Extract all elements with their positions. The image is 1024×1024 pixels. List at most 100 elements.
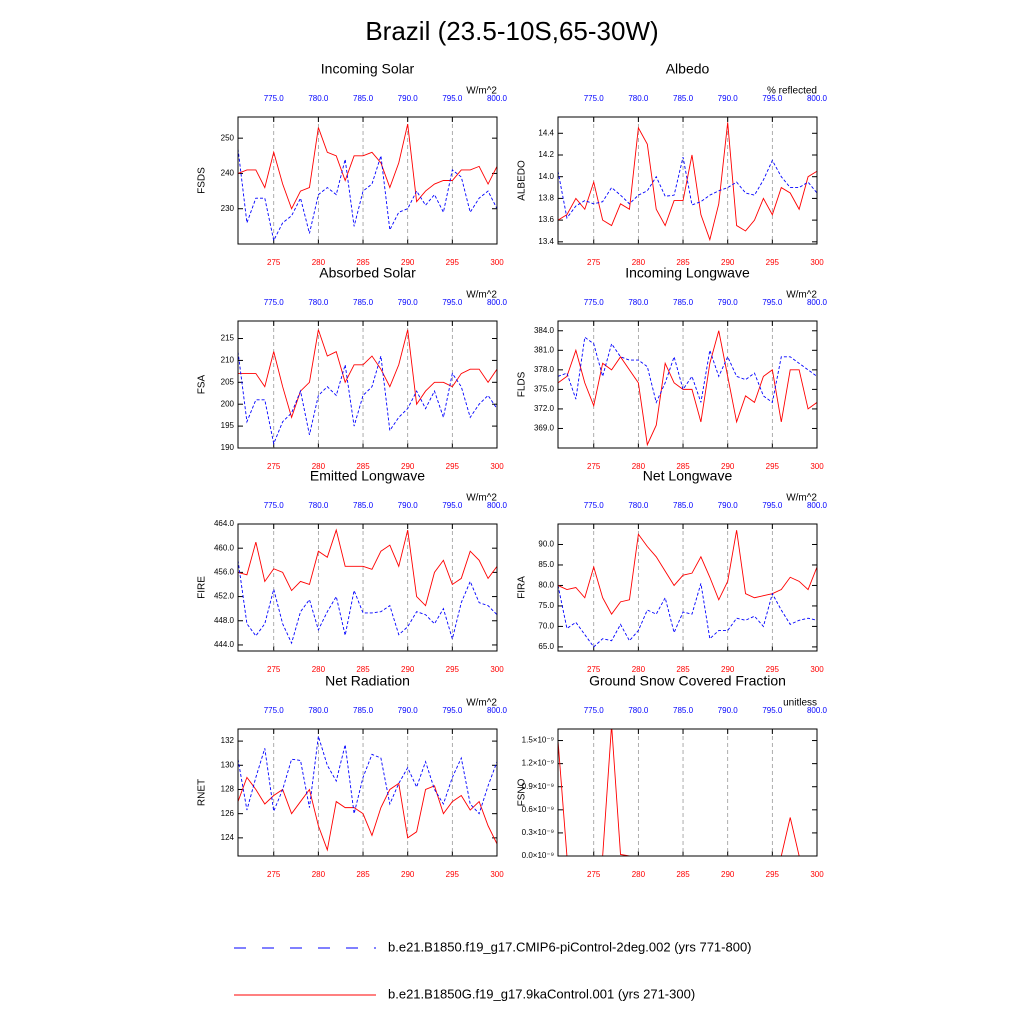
x2-tick-label: 790.0 (398, 501, 419, 510)
x2-tick-label: 795.0 (442, 706, 463, 715)
panel-title: Ground Snow Covered Fraction (589, 673, 786, 689)
y-tick-label: 372.0 (534, 404, 555, 413)
x-tick-label: 275 (267, 870, 281, 879)
units-label: unitless (783, 698, 817, 709)
y-tick-label: 0.6×10⁻⁹ (522, 805, 554, 814)
x2-tick-label: 780.0 (308, 298, 329, 307)
x2-tick-label: 780.0 (308, 94, 329, 103)
series-line (558, 122, 817, 242)
y-axis-label: FLDS (517, 371, 528, 397)
y-tick-label: 0.9×10⁻⁹ (522, 782, 554, 791)
series-line (558, 583, 817, 648)
y-tick-label: 1.2×10⁻⁹ (522, 759, 554, 768)
y-axis-label: FSDS (197, 167, 208, 194)
x2-tick-label: 775.0 (264, 298, 285, 307)
x-tick-label: 285 (356, 665, 370, 674)
y-tick-label: 250 (221, 133, 235, 142)
series-line (238, 528, 497, 607)
y-tick-label: 80.0 (538, 581, 554, 590)
x2-tick-label: 790.0 (398, 94, 419, 103)
y-tick-label: 384.0 (534, 326, 555, 335)
x-tick-label: 275 (267, 462, 281, 471)
y-tick-label: 369.0 (534, 424, 555, 433)
y-tick-label: 190 (221, 443, 235, 452)
y-tick-label: 452.0 (214, 592, 235, 601)
y-tick-label: 230 (221, 204, 235, 213)
series-line (238, 351, 497, 446)
x2-tick-label: 780.0 (628, 501, 649, 510)
x-tick-label: 300 (810, 870, 824, 879)
x2-tick-label: 795.0 (762, 298, 783, 307)
y-tick-label: 448.0 (214, 616, 235, 625)
series-line (238, 736, 497, 815)
x2-tick-label: 785.0 (673, 298, 694, 307)
units-label: W/m^2 (786, 493, 817, 504)
x2-tick-label: 800.0 (487, 94, 508, 103)
x-tick-label: 275 (587, 462, 601, 471)
y-axis-label: ALBEDO (517, 160, 528, 201)
panel-title: Albedo (666, 61, 710, 77)
x2-tick-label: 800.0 (807, 298, 828, 307)
plot-frame (237, 320, 498, 449)
y-tick-label: 75.0 (538, 601, 554, 610)
series-line (558, 729, 817, 856)
x-tick-label: 280 (632, 462, 646, 471)
x2-tick-label: 775.0 (264, 706, 285, 715)
x-tick-label: 290 (721, 462, 735, 471)
x-tick-label: 285 (356, 870, 370, 879)
series-line (558, 336, 817, 404)
x2-tick-label: 800.0 (487, 501, 508, 510)
x2-tick-label: 775.0 (584, 94, 605, 103)
x2-tick-label: 775.0 (584, 501, 605, 510)
x2-tick-label: 800.0 (807, 706, 828, 715)
x-tick-label: 290 (721, 870, 735, 879)
plot-frame (557, 320, 818, 449)
series-line (558, 157, 817, 220)
y-axis-label: FSNO (517, 778, 528, 806)
units-label: % reflected (767, 86, 817, 97)
x2-tick-label: 795.0 (442, 94, 463, 103)
x-tick-label: 290 (721, 258, 735, 267)
x-tick-label: 295 (446, 462, 460, 471)
x2-tick-label: 780.0 (628, 298, 649, 307)
x2-tick-label: 800.0 (807, 501, 828, 510)
x-tick-label: 300 (490, 870, 504, 879)
panel-title: Incoming Longwave (625, 265, 750, 281)
y-tick-label: 13.4 (538, 237, 554, 246)
x-tick-label: 290 (401, 462, 415, 471)
plot-frame (557, 728, 818, 857)
y-tick-label: 460.0 (214, 543, 235, 552)
y-tick-label: 85.0 (538, 560, 554, 569)
y-axis-label: FSA (197, 374, 208, 394)
x-tick-label: 290 (401, 870, 415, 879)
x2-tick-label: 800.0 (487, 298, 508, 307)
x2-tick-label: 795.0 (762, 706, 783, 715)
x-tick-label: 285 (676, 258, 690, 267)
x-tick-label: 280 (632, 870, 646, 879)
x-tick-label: 285 (356, 258, 370, 267)
y-tick-label: 215 (221, 334, 235, 343)
series-line (238, 560, 497, 645)
y-tick-label: 90.0 (538, 540, 554, 549)
x-tick-label: 290 (401, 258, 415, 267)
plot-frame (557, 116, 818, 245)
x-tick-label: 280 (312, 462, 326, 471)
x2-tick-label: 790.0 (718, 706, 739, 715)
x2-tick-label: 790.0 (398, 706, 419, 715)
x-tick-label: 290 (721, 665, 735, 674)
series-line (238, 123, 497, 210)
y-axis-label: FIRE (197, 576, 208, 599)
x-tick-label: 275 (267, 258, 281, 267)
x2-tick-label: 790.0 (718, 501, 739, 510)
y-tick-label: 14.0 (538, 172, 554, 181)
x2-tick-label: 775.0 (584, 298, 605, 307)
x2-tick-label: 785.0 (353, 298, 374, 307)
x-tick-label: 295 (446, 870, 460, 879)
x-tick-label: 285 (676, 462, 690, 471)
y-tick-label: 124 (221, 833, 235, 842)
x-tick-label: 295 (766, 258, 780, 267)
units-label: W/m^2 (466, 698, 497, 709)
x2-tick-label: 800.0 (807, 94, 828, 103)
x-tick-label: 280 (632, 665, 646, 674)
